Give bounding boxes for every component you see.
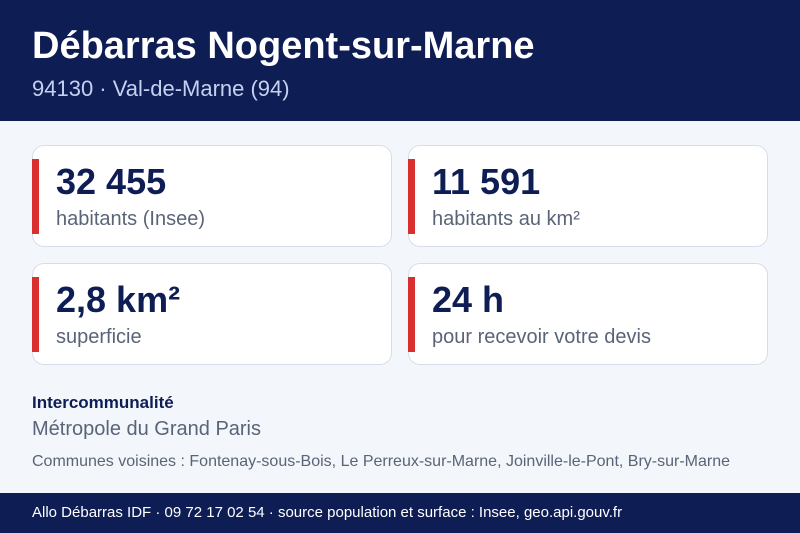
stat-value: 24 h — [432, 279, 505, 320]
stat-label: pour recevoir votre devis — [432, 326, 651, 348]
stat-label: superficie — [56, 326, 142, 348]
page-subtitle: 94130 · Val-de-Marne (94) — [32, 76, 290, 101]
footer-banner: Allo Débarras IDF · 09 72 17 02 54 · sou… — [0, 493, 800, 533]
stat-accent-bar — [408, 159, 415, 234]
stat-accent-bar — [32, 277, 39, 352]
stat-accent-bar — [408, 277, 415, 352]
footer-text: Allo Débarras IDF · 09 72 17 02 54 · sou… — [32, 504, 623, 521]
stat-card-area: 2,8 km² superficie — [32, 263, 392, 365]
page-title: Débarras Nogent-sur-Marne — [32, 25, 535, 67]
stat-card-density: 11 591 habitants au km² — [408, 145, 768, 247]
neighboring-communes: Communes voisines : Fontenay-sous-Bois, … — [32, 453, 731, 470]
stat-accent-bar — [32, 159, 39, 234]
stat-value: 2,8 km² — [56, 279, 181, 320]
intercommunalite-heading: Intercommunalité — [32, 393, 174, 412]
intercommunalite-value: Métropole du Grand Paris — [32, 418, 262, 440]
header-banner: Débarras Nogent-sur-Marne 94130 · Val-de… — [0, 0, 800, 121]
stat-value: 32 455 — [56, 161, 167, 202]
stat-label: habitants au km² — [432, 208, 580, 230]
stat-value: 11 591 — [432, 161, 541, 202]
stat-label: habitants (Insee) — [56, 208, 205, 230]
stat-card-population: 32 455 habitants (Insee) — [32, 145, 392, 247]
stat-card-quote-delay: 24 h pour recevoir votre devis — [408, 263, 768, 365]
